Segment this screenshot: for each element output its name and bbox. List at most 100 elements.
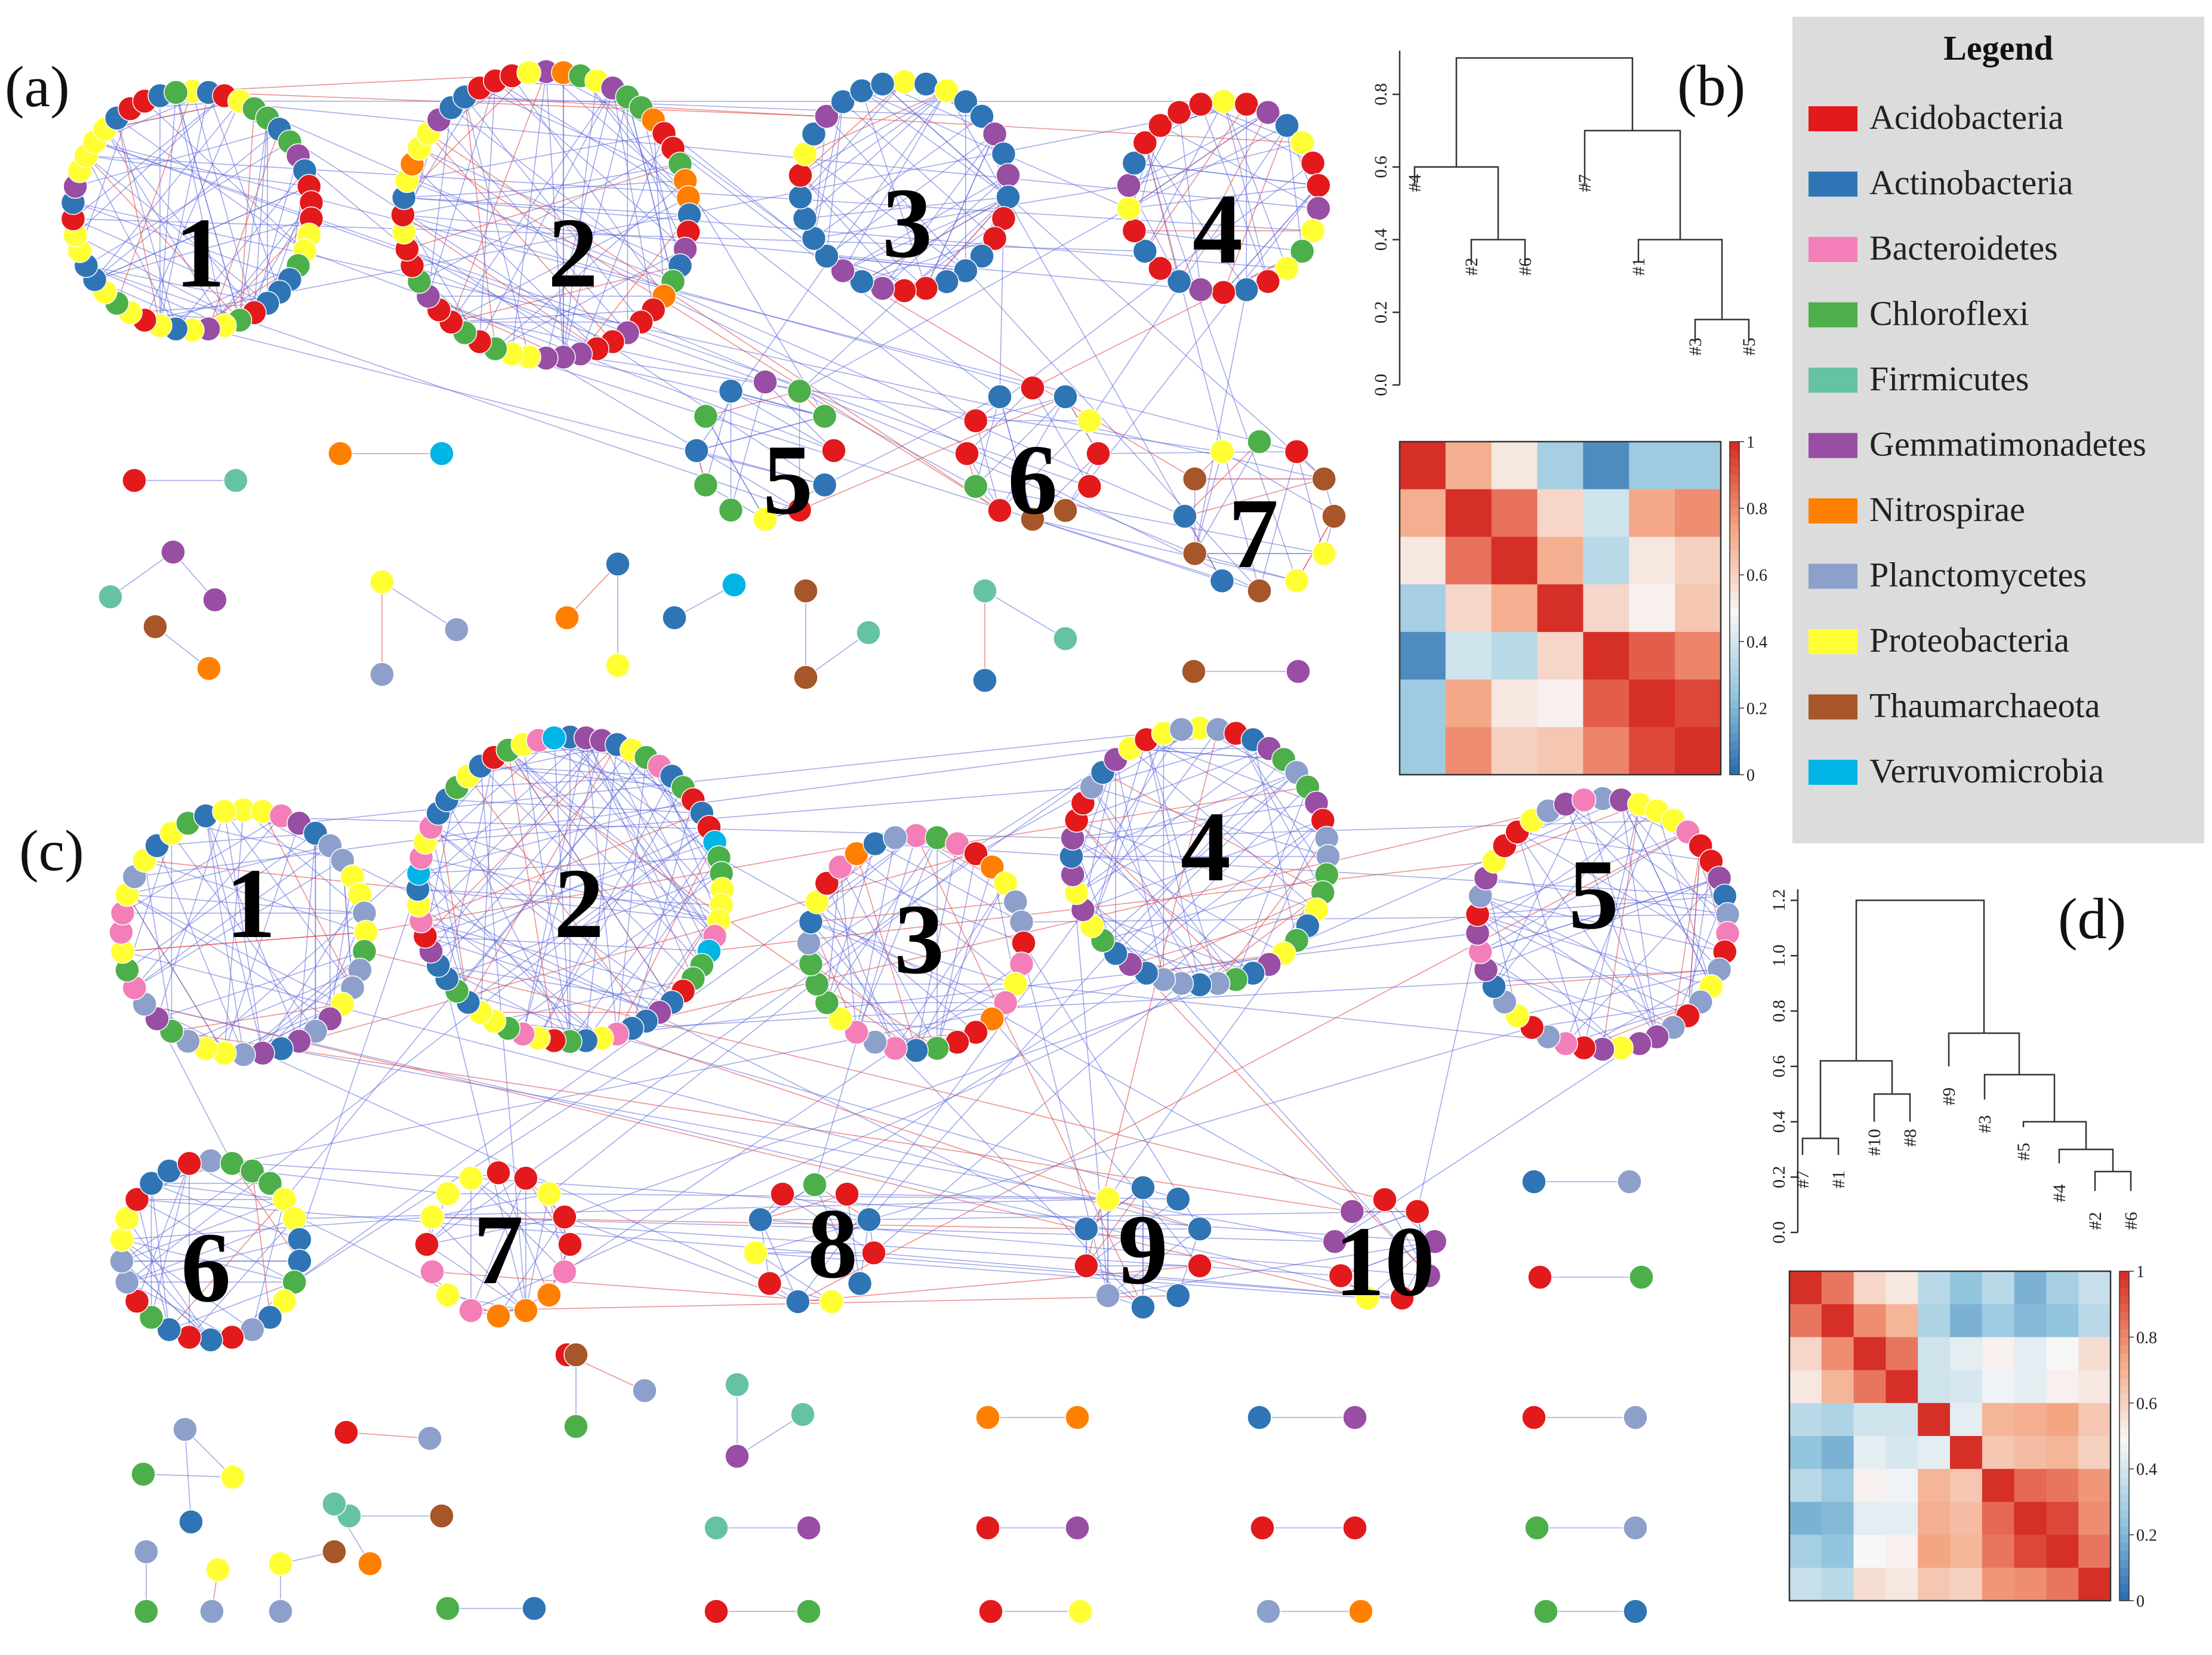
heatmap-b-colorbar-seg	[1730, 516, 1739, 526]
network-c-module-3-node	[904, 823, 929, 848]
dendrogram-b-leaf-label-6: #5	[1739, 338, 1759, 356]
network-a-small-node	[972, 578, 997, 603]
dendrogram-d-link	[2058, 1148, 2114, 1172]
network-c-module-label-2: 2	[554, 848, 604, 959]
heatmap-d-cell	[2046, 1534, 2079, 1568]
dendrogram-d-leaf-label-2: #10	[1865, 1129, 1884, 1156]
network-c-module-8-node	[757, 1271, 782, 1296]
heatmap-b-colorbar-frame	[1729, 441, 1740, 775]
network-c-small-node	[978, 1599, 1003, 1624]
network-c-module-9-node	[1166, 1186, 1191, 1212]
network-c-small-node	[322, 1539, 347, 1564]
heatmap-b-cell	[1629, 584, 1675, 633]
heatmap-b-colorbar-seg	[1730, 558, 1739, 567]
network-a-module-6-node	[963, 408, 988, 433]
network-c-module-label-7: 7	[473, 1194, 523, 1305]
heatmap-b-colorbar-seg	[1730, 616, 1739, 625]
heatmap-d-colorbar-seg	[2119, 1534, 2129, 1543]
heatmap-b-cell	[1491, 442, 1538, 490]
heatmap-b-cell	[1400, 631, 1446, 680]
legend-background	[1792, 17, 2204, 843]
heatmap-b-colorbar-label-3: 0.4	[1746, 633, 1767, 652]
network-c-module-8-node	[743, 1240, 768, 1265]
network-c-module-10-node	[1322, 1229, 1348, 1254]
dendrogram-b-tick-label-2: 0.4	[1371, 229, 1391, 251]
network-c-module-7-node	[552, 1259, 577, 1284]
network-c-small-node	[334, 1420, 359, 1445]
heatmap-d-colorbar-label-5: 0	[2136, 1592, 2145, 1611]
network-a-module-4-node	[1211, 89, 1236, 114]
network-a-module-label-6: 6	[1008, 424, 1058, 535]
heatmap-d-cell	[1853, 1469, 1886, 1502]
heatmap-b-cell	[1629, 537, 1675, 585]
network-a-module-3-node	[801, 121, 827, 147]
network-a-module-5-node	[718, 378, 744, 404]
network-c-small-node	[1623, 1599, 1648, 1624]
heatmap-d-cell	[2078, 1469, 2111, 1502]
network-c-module-6-node	[114, 1269, 140, 1295]
network-c-module-label-8: 8	[808, 1188, 858, 1299]
heatmap-b-cell	[1537, 442, 1583, 490]
network-c-module-7-node	[552, 1204, 577, 1229]
heatmap-d-colorbar-seg	[2119, 1329, 2129, 1337]
network-c-module-label-6: 6	[181, 1212, 231, 1323]
heatmap-d-cell	[1950, 1370, 1983, 1404]
dendrogram-d-link	[1819, 1060, 1893, 1139]
heatmap-d-cell	[1950, 1534, 1983, 1568]
network-a-small-node	[605, 653, 630, 678]
network-c-small-node	[1524, 1515, 1549, 1540]
network-a-module-3-node	[969, 244, 994, 269]
network-a-module-6-node	[1077, 474, 1102, 499]
heatmap-b-cell	[1629, 727, 1675, 775]
heatmap-b-cell	[1445, 679, 1492, 728]
network-a-module-4-node	[1166, 100, 1192, 125]
heatmap-d-cell	[1821, 1370, 1854, 1404]
heatmap-b-cell	[1675, 679, 1721, 728]
heatmap-d-cell	[1853, 1502, 1886, 1536]
dendrogram-b-link	[1583, 130, 1681, 240]
heatmap-d-cell	[1886, 1567, 1918, 1601]
network-c-module-8-node	[748, 1207, 773, 1232]
network-a-module-3-node	[788, 162, 813, 188]
network-a-module-4-node	[1148, 113, 1173, 138]
network-c-small-node	[1521, 1169, 1546, 1194]
heatmap-d-colorbar-seg	[2119, 1485, 2129, 1494]
heatmap-d-colorbar-label-4: 0.2	[2136, 1527, 2157, 1545]
network-c-small-node	[1623, 1405, 1648, 1430]
network-c-small-node	[975, 1515, 1000, 1540]
network-nodes	[60, 59, 1740, 1624]
network-a-module-3-node	[892, 278, 917, 303]
network-c-module-10-node	[1422, 1229, 1447, 1254]
legend-label-6: Nitrospirae	[1869, 490, 2025, 529]
legend-label-0: Acidobacteria	[1869, 98, 2063, 137]
heatmap-b-colorbar-seg	[1730, 508, 1739, 517]
heatmap-b-cell	[1400, 537, 1446, 585]
heatmap-d-cell	[1982, 1567, 2015, 1601]
network-a-module-7-node	[1209, 568, 1235, 594]
network-c-module-6-node	[138, 1305, 164, 1330]
heatmap-d-colorbar-seg	[2119, 1444, 2129, 1453]
heatmap-d-colorbar-seg	[2119, 1411, 2129, 1420]
heatmap-d-cell	[2014, 1469, 2047, 1502]
network-a-module-label-7: 7	[1228, 478, 1278, 589]
heatmap-d-colorbar-seg	[2119, 1361, 2129, 1371]
network-c-module-label-10: 10	[1335, 1206, 1435, 1317]
heatmap-d-colorbar-seg	[2119, 1279, 2129, 1289]
network-a-module-4-node	[1274, 256, 1299, 281]
heatmap-b-colorbar-seg	[1730, 442, 1739, 451]
network-c-small-node	[1527, 1265, 1552, 1290]
heatmap-b-colorbar-seg	[1730, 566, 1739, 575]
heatmap-b-cell	[1537, 489, 1583, 537]
heatmap-d-cell	[2078, 1502, 2111, 1536]
heatmap-b-cell	[1675, 631, 1721, 680]
heatmap-d-cell	[1886, 1534, 1918, 1568]
network-c-small-node	[199, 1599, 224, 1624]
network-c-module-8-node	[847, 1271, 873, 1296]
network-c-small-node	[1623, 1515, 1648, 1540]
network-a-module-4-node	[1132, 239, 1158, 264]
network-a-module-7-node	[1172, 504, 1197, 529]
network-a-module-4-node	[1188, 277, 1213, 303]
heatmap-d-cell	[1853, 1271, 1886, 1305]
dendrogram-b-leaf-label-1: #2	[1462, 258, 1481, 276]
heatmap-d-colorbar-seg	[2119, 1469, 2129, 1478]
